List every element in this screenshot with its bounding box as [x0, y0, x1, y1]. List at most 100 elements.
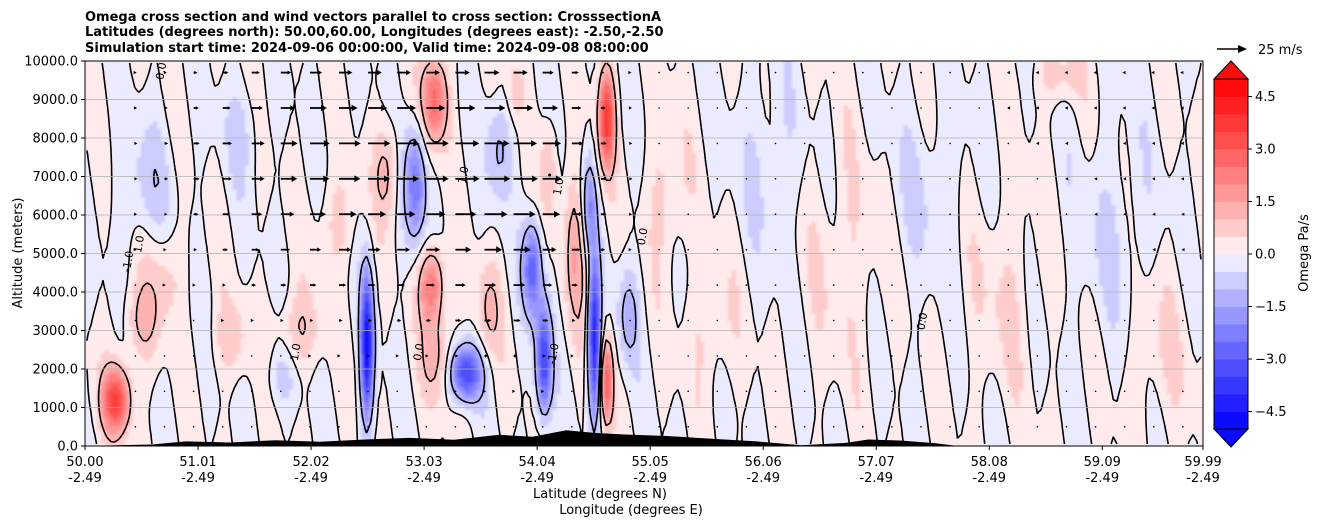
contour-level-0 [86, 62, 1202, 445]
wind-vector [425, 354, 429, 358]
wind-vector-head [455, 354, 459, 358]
wind-vector-head [323, 175, 330, 183]
wind-vector [1065, 141, 1069, 145]
wind-vector [513, 140, 538, 147]
wind-vector [222, 106, 231, 110]
colorbar-bin [1214, 114, 1248, 132]
wind-vector-head [196, 177, 200, 181]
wind-vector [1122, 141, 1126, 145]
wind-vector [367, 426, 369, 428]
wind-vector-head [465, 246, 472, 253]
wind-vector [920, 248, 922, 251]
wind-vector-head [1064, 70, 1068, 75]
x-tick-label-lon: -2.49 [1085, 471, 1119, 486]
wind-vector-head [532, 175, 538, 183]
x-tick-label-lon: -2.49 [1186, 471, 1220, 486]
wind-vector [366, 354, 370, 358]
wind-vector [542, 175, 562, 183]
wind-vector-head [1152, 212, 1156, 216]
colorbar-bin [1214, 96, 1248, 115]
wind-vector [396, 426, 399, 428]
wind-vector [1123, 212, 1127, 216]
wind-vector [1123, 390, 1126, 393]
wind-vector [193, 177, 200, 181]
wind-vector [920, 390, 922, 393]
wind-vector [395, 354, 399, 358]
wind-vector [745, 426, 748, 428]
wind-vector [134, 319, 137, 322]
wind-vector-head [1181, 212, 1185, 216]
wind-vector-head [473, 175, 480, 183]
colorbar-tick-label: −3.0 [1255, 353, 1287, 368]
wind-vector [920, 213, 922, 215]
wind-vector [455, 140, 480, 147]
contour-label: 1.0 [456, 165, 472, 184]
wind-vector-head [260, 140, 265, 146]
wind-vector [1007, 106, 1011, 110]
wind-vector [949, 319, 951, 322]
wind-vector [251, 105, 263, 111]
colorbar-bin [1214, 394, 1248, 412]
wind-vector [1007, 355, 1010, 357]
wind-vector [339, 210, 357, 218]
x-tick-label-lat: 57.07 [858, 455, 895, 470]
wind-vector-head [603, 141, 607, 145]
wind-vector-head [195, 106, 199, 110]
colorbar-extend-max [1212, 60, 1250, 80]
wind-vector [397, 69, 411, 76]
wind-vector [600, 141, 607, 145]
wind-vector-head [1122, 70, 1126, 75]
wind-vector-head [555, 175, 562, 183]
wind-vector [891, 248, 893, 251]
wind-vector-head [488, 318, 492, 323]
wind-vector [570, 354, 574, 358]
wind-vector [978, 319, 980, 322]
wind-vector [1094, 426, 1097, 428]
wind-vector [891, 284, 893, 286]
wind-vector [250, 390, 253, 393]
wind-vector [484, 246, 503, 253]
wind-vector [1122, 70, 1126, 75]
wind-vector [1123, 355, 1126, 357]
wind-vector [1065, 213, 1068, 215]
wind-vector [1036, 284, 1039, 286]
wind-vector [280, 175, 298, 182]
wind-vector [1123, 284, 1126, 286]
wind-vector [484, 104, 506, 112]
wind-vector [280, 390, 282, 393]
wind-vector-head [572, 318, 576, 323]
wind-vector [425, 426, 428, 428]
wind-vector [134, 106, 138, 110]
wind-vector-head [313, 283, 317, 287]
wind-vector [222, 177, 232, 181]
x-tick-label-lon: -2.49 [972, 471, 1006, 486]
x-tick-label-lon: -2.49 [746, 471, 780, 486]
wind-vector-head [163, 70, 167, 75]
wind-vector [774, 71, 777, 74]
wind-vector-head [512, 389, 516, 393]
colorbar-bin [1214, 324, 1248, 342]
wind-vector [484, 354, 488, 358]
wind-vector-head [548, 283, 553, 287]
wind-vector [513, 104, 534, 112]
wind-vector [745, 178, 748, 180]
wind-vector [1035, 70, 1039, 75]
wind-vector [1153, 426, 1155, 428]
wind-vector-head [541, 389, 545, 393]
wind-vector [280, 211, 295, 217]
x-tick-label-lat: 59.99 [1184, 455, 1221, 470]
wind-vector-head [196, 141, 200, 145]
wind-vector-head [1123, 177, 1127, 181]
wind-vector [164, 177, 169, 181]
wind-vector [1036, 106, 1039, 110]
wind-vector [745, 107, 748, 109]
wind-vector [687, 71, 689, 74]
wind-vector [978, 142, 980, 145]
wind-vector [250, 355, 253, 357]
wind-vector [600, 248, 606, 252]
x-axis-label-longitude: Longitude (degrees E) [559, 503, 703, 518]
colorbar-bin [1214, 201, 1248, 220]
wind-vector [1123, 248, 1126, 251]
wind-vector-head [629, 141, 633, 145]
wind-vector [600, 177, 607, 181]
